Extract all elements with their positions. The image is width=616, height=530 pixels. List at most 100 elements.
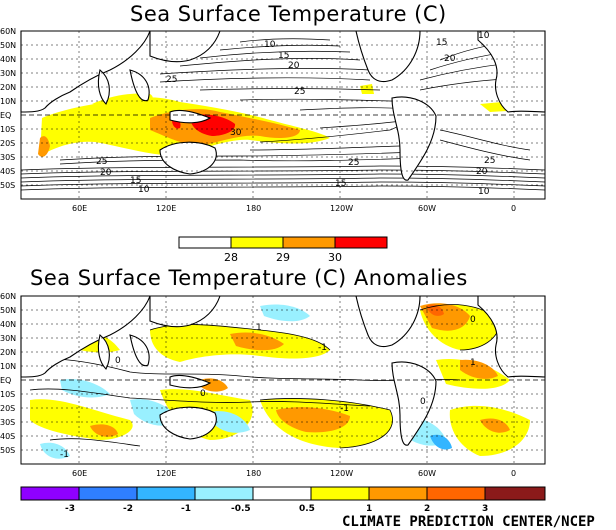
- map2-anomaly-cyan: [60, 378, 110, 398]
- svg-text:40N: 40N: [0, 55, 16, 64]
- map1-coastlines: [20, 30, 546, 181]
- svg-text:60N: 60N: [0, 292, 16, 301]
- map1-east-asia-land: [149, 30, 221, 63]
- map1-africa-europe-east-land: [477, 30, 546, 113]
- map1-contour-label: 30: [230, 128, 242, 138]
- map2-anomaly-orange: [460, 359, 498, 379]
- map2-anomaly-orange: [230, 332, 284, 351]
- map2-colorbar-box: [484, 486, 546, 501]
- map1-contour: [439, 139, 531, 161]
- map2-contour-label: -1: [60, 450, 69, 460]
- svg-text:10S: 10S: [0, 390, 15, 399]
- svg-text:30S: 30S: [0, 153, 15, 162]
- map2-anomaly-cyan: [210, 411, 250, 433]
- map1-contour-label: 20: [444, 54, 456, 64]
- map2-contour-label: 0: [115, 356, 121, 366]
- map2-eurasia-africa-land: [20, 295, 151, 378]
- svg-text:EQ: EQ: [0, 111, 11, 120]
- map1-warm-shading: [38, 84, 525, 157]
- svg-text:10N: 10N: [0, 97, 16, 106]
- svg-text:50S: 50S: [0, 181, 15, 190]
- map2-contour-label: -1: [340, 404, 349, 414]
- svg-text:120E: 120E: [156, 469, 176, 478]
- svg-text:40S: 40S: [0, 432, 15, 441]
- map1-contour: [20, 173, 546, 179]
- map1-contour-label: 10: [138, 185, 150, 195]
- svg-text:60N: 60N: [0, 27, 16, 36]
- svg-text:40S: 40S: [0, 167, 15, 176]
- svg-text:0: 0: [511, 469, 516, 478]
- map1-colorbar-tick: 28: [224, 251, 238, 264]
- map2-colorbar-box: [194, 486, 254, 501]
- map1-lat-labels: 60N 50N 40N 30N 20N 10N EQ 10S 20S 30S 4…: [0, 27, 16, 190]
- map1-contour-label: 25: [484, 156, 495, 166]
- svg-text:60E: 60E: [72, 469, 87, 478]
- map1-colorbar-box: [334, 236, 388, 249]
- map1-contour: [439, 129, 531, 151]
- map1-contour: [20, 181, 546, 187]
- svg-text:120W: 120W: [330, 469, 353, 478]
- map1-australia-land: [159, 141, 217, 175]
- map2-anomaly-blue: [430, 434, 452, 450]
- map1-south-america-land: [391, 96, 437, 181]
- map1-contour: [20, 177, 546, 183]
- map2-indonesia-land: [169, 374, 212, 389]
- map1-india-land: [97, 69, 110, 105]
- map1-panel: 10 15 20 25 30 25 20 15 10 25 20 15 10 2…: [0, 27, 546, 213]
- svg-text:20N: 20N: [0, 83, 16, 92]
- map1-contour-label: 15: [436, 38, 447, 48]
- map1-gridlines: [21, 31, 545, 199]
- map2-contour-label: -1: [318, 343, 327, 353]
- map2-north-america-land: [355, 295, 421, 348]
- map2-colorbar-box: [310, 486, 370, 501]
- svg-text:20N: 20N: [0, 348, 16, 357]
- map2-anomaly-cyan: [260, 304, 310, 322]
- map2-anomaly-orange: [90, 424, 118, 437]
- map1-contour: [59, 157, 421, 165]
- map2-colorbar-tick: 1: [366, 504, 372, 514]
- map2-colorbar-box: [136, 486, 196, 501]
- map2-colorbar-tick: -1: [181, 504, 191, 514]
- map1-contour: [20, 165, 546, 171]
- map1-caribbean-yellow: [360, 84, 374, 94]
- map1-contour-label: 25: [294, 87, 305, 97]
- map1-contour-label: 20: [288, 61, 300, 71]
- map2-colorbar-box: [252, 486, 312, 501]
- svg-text:10S: 10S: [0, 125, 15, 134]
- map1-contour: [20, 185, 546, 191]
- map1-bay-of-bengal-yellow: [92, 93, 153, 108]
- map1-colorbar: 28 29 30: [178, 236, 388, 264]
- svg-text:60W: 60W: [418, 469, 436, 478]
- map2-contour-label: 0: [420, 397, 426, 407]
- map2-colorbar-tick: -3: [65, 504, 75, 514]
- map1-contour-labels: 10 15 20 25 30 25 20 15 10 25 20 15 10 2…: [96, 31, 495, 197]
- map1-africa-coast-orange: [38, 136, 50, 157]
- map2-contour: [259, 398, 393, 449]
- svg-text:180: 180: [246, 204, 261, 213]
- map1-contour-label: 20: [100, 168, 112, 178]
- svg-text:30N: 30N: [0, 69, 16, 78]
- map2-australia-land: [159, 406, 217, 440]
- map1-contour: [20, 169, 546, 175]
- svg-text:EQ: EQ: [0, 376, 11, 385]
- svg-text:120W: 120W: [330, 204, 353, 213]
- map1-contour-label: 15: [278, 51, 289, 61]
- map1-contour-label: 25: [348, 158, 359, 168]
- svg-text:20S: 20S: [0, 139, 15, 148]
- map1-indonesia-land: [169, 109, 212, 124]
- svg-text:40N: 40N: [0, 320, 16, 329]
- map1-title: Sea Surface Temperature (C): [130, 2, 447, 26]
- map2-gridlines: [21, 296, 545, 464]
- map2-india-land: [97, 334, 110, 370]
- map1-colorbar-tick: 29: [276, 251, 290, 264]
- svg-text:0: 0: [511, 204, 516, 213]
- map1-north-america-land: [355, 30, 421, 83]
- svg-text:10N: 10N: [0, 362, 16, 371]
- map2-title: Sea Surface Temperature (C) Anomalies: [30, 266, 468, 290]
- map1-colorbar-tick: 30: [328, 251, 342, 264]
- map2-colorbar: -3 -2 -1 -0.5 0.5 1 2 3: [20, 486, 546, 514]
- map1-contour: [199, 50, 351, 59]
- svg-text:50N: 50N: [0, 306, 16, 315]
- map2-colorbar-tick: -0.5: [231, 504, 251, 514]
- map2-east-asia-land: [149, 295, 221, 328]
